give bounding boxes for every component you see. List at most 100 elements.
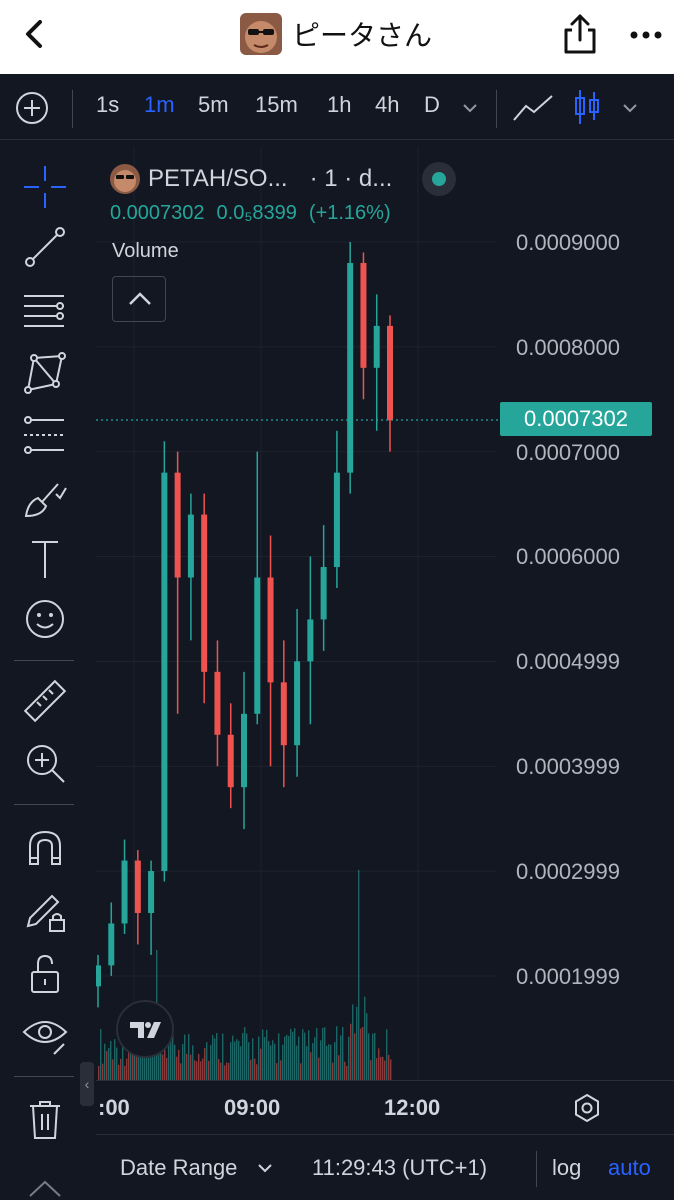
volume-bar <box>126 1058 128 1080</box>
symbol-name[interactable]: PETAH/SO... <box>148 165 288 192</box>
volume-bar <box>356 1006 358 1080</box>
interval-5m[interactable]: 5m <box>198 92 229 117</box>
volume-bar <box>290 1028 292 1080</box>
volume-bar <box>212 1034 214 1080</box>
volume-bar <box>296 1045 298 1080</box>
collapse-toolbar-handle[interactable]: ‹ <box>80 1062 94 1106</box>
volume-bar <box>250 1059 252 1080</box>
brush-icon[interactable] <box>20 472 70 522</box>
unlock-icon[interactable] <box>20 948 70 998</box>
volume-bar <box>236 1039 238 1080</box>
chevron-left-icon[interactable] <box>16 14 56 54</box>
line-chart-icon[interactable] <box>512 92 554 124</box>
auto-scale-toggle[interactable]: auto <box>608 1155 651 1180</box>
volume-bar <box>284 1036 286 1080</box>
toolbar-divider <box>14 1076 74 1077</box>
date-range-button[interactable]: Date Range <box>120 1155 238 1180</box>
emoji-icon[interactable] <box>20 594 70 644</box>
interval-15m[interactable]: 15m <box>255 92 298 117</box>
current-price-tag: 0.0007302 <box>500 402 652 436</box>
volume-bar <box>108 1047 110 1080</box>
volume-bar <box>244 1027 246 1080</box>
volume-bar <box>200 1061 202 1080</box>
magnet-icon[interactable] <box>20 824 70 874</box>
volume-bar <box>224 1065 226 1080</box>
time-axis-label: :00 <box>98 1095 130 1120</box>
zoom-in-icon[interactable] <box>20 738 70 788</box>
volume-bar <box>372 1033 374 1080</box>
chevron-up-icon[interactable] <box>20 1176 70 1200</box>
text-icon[interactable] <box>20 534 70 584</box>
symbol-avatar <box>110 164 140 194</box>
app-header: ピータさん <box>0 0 674 74</box>
volume-bar <box>208 1060 210 1080</box>
log-scale-toggle[interactable]: log <box>552 1155 582 1180</box>
trash-icon[interactable] <box>20 1094 70 1144</box>
eye-icon[interactable] <box>20 1010 70 1060</box>
candlestick-chart-icon[interactable] <box>572 88 602 126</box>
volume-bar <box>300 1063 302 1080</box>
price-chart[interactable]: PETAH/SO... · 1 · d... 0.0007302 0.0₅839… <box>96 148 674 1080</box>
volume-bar <box>238 1040 240 1080</box>
chevron-down-icon[interactable] <box>620 98 640 118</box>
volume-label[interactable]: Volume <box>112 240 179 262</box>
chevron-down-icon[interactable] <box>460 98 480 118</box>
volume-bar <box>330 1044 332 1080</box>
tradingview-logo[interactable] <box>116 1000 174 1058</box>
volume-bar <box>162 1054 164 1080</box>
volume-bar <box>262 1029 264 1080</box>
volume-collapse-button[interactable] <box>112 276 166 322</box>
time-axis[interactable]: :00 09:00 12:00 <box>96 1080 674 1134</box>
volume-bar <box>276 1063 278 1080</box>
volume-bar <box>218 1059 220 1080</box>
volume-bar <box>178 1049 180 1080</box>
more-horizontal-icon[interactable] <box>626 20 666 50</box>
ruler-icon[interactable] <box>20 676 70 726</box>
pattern-icon[interactable] <box>20 348 70 398</box>
trend-line-icon[interactable] <box>20 222 70 272</box>
volume-bar <box>318 1057 320 1080</box>
candle-body <box>241 713 247 788</box>
volume-bar <box>100 1029 102 1080</box>
drawing-toolbar <box>0 140 90 1200</box>
lock-drawings-icon[interactable] <box>20 886 70 936</box>
add-indicator-icon[interactable] <box>14 90 50 126</box>
candle-body <box>360 262 367 368</box>
page-title: ピータさん <box>292 19 433 52</box>
volume-bar <box>266 1029 268 1080</box>
volume-bar <box>386 1029 388 1080</box>
toolbar-divider <box>14 660 74 661</box>
volume-bar <box>350 1023 352 1080</box>
share-icon[interactable] <box>562 12 598 56</box>
candle-body <box>187 514 194 578</box>
volume-bar <box>314 1037 316 1080</box>
forecast-icon[interactable] <box>20 410 70 460</box>
interval-1s[interactable]: 1s <box>96 92 120 117</box>
chart-legend[interactable]: PETAH/SO... · 1 · d... <box>110 162 457 196</box>
volume-bar <box>286 1034 288 1080</box>
interval-1h[interactable]: 1h <box>327 92 352 117</box>
volume-bar <box>104 1043 106 1080</box>
interval-1m[interactable]: 1m <box>144 92 175 117</box>
candle-body <box>307 619 314 662</box>
candlestick-plot[interactable] <box>96 148 674 1080</box>
price-axis-label: 0.0006000 <box>516 544 620 569</box>
volume-bar <box>240 1046 242 1080</box>
chevron-down-icon[interactable] <box>256 1159 274 1177</box>
price-axis-label: 0.0003999 <box>516 754 620 779</box>
clock-timezone[interactable]: 11:29:43 (UTC+1) <box>312 1155 488 1180</box>
chart-toolbar: 1s 1m 5m 15m 1h 4h D <box>0 74 674 140</box>
volume-bar <box>226 1062 228 1080</box>
interval-4h[interactable]: 4h <box>375 92 400 117</box>
market-status-dot[interactable] <box>422 162 457 196</box>
symbol-interval[interactable]: · 1 · d... <box>309 165 393 192</box>
crosshair-icon[interactable] <box>20 162 70 212</box>
chat-title[interactable]: ピータさん <box>240 12 432 56</box>
fib-levels-icon[interactable] <box>20 286 70 336</box>
volume-bar <box>116 1047 118 1080</box>
interval-1d[interactable]: D <box>424 92 440 117</box>
candle-body <box>333 472 340 568</box>
volume-bar <box>172 1029 174 1080</box>
volume-bar <box>336 1026 338 1080</box>
settings-icon[interactable] <box>572 1093 602 1123</box>
